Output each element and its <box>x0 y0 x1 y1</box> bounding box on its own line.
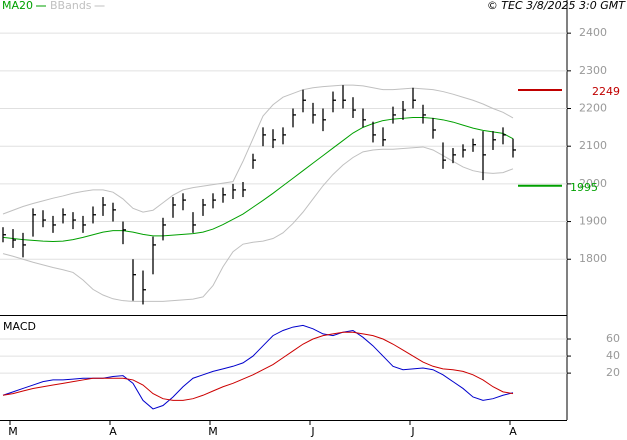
y-tick-label: 2300 <box>579 64 607 77</box>
x-tick-label: J <box>410 425 414 438</box>
y-tick-label: 1900 <box>579 215 607 228</box>
y-tick-label: 1800 <box>579 252 607 265</box>
y-tick-label: 2400 <box>579 26 607 39</box>
series-line <box>2 324 514 410</box>
x-tick-label: A <box>109 425 117 438</box>
x-tick-label: A <box>509 425 517 438</box>
series-line <box>2 146 514 302</box>
y-tick-label: 20 <box>606 366 620 379</box>
legend-label: BBands <box>50 0 92 12</box>
level-label: 1995 <box>570 181 598 194</box>
series-line <box>2 84 514 215</box>
y-tick-label: 40 <box>606 349 620 362</box>
series-line <box>2 117 514 243</box>
x-tick-label: J <box>310 425 314 438</box>
source: © TEC 3/8/2025 3:0 GMT <box>487 0 626 12</box>
x-tick-label: M <box>8 425 18 438</box>
y-tick-label: 2100 <box>579 139 607 152</box>
y-tick-label: 60 <box>606 332 620 345</box>
level-label: 2249 <box>592 85 620 98</box>
panel-title: MACD <box>3 320 36 333</box>
y-tick-label: 2000 <box>579 177 607 190</box>
y-tick-label: 2200 <box>579 102 607 115</box>
series-line <box>2 331 514 401</box>
x-tick-label: M <box>208 425 218 438</box>
legend-label: MA20 <box>2 0 33 12</box>
